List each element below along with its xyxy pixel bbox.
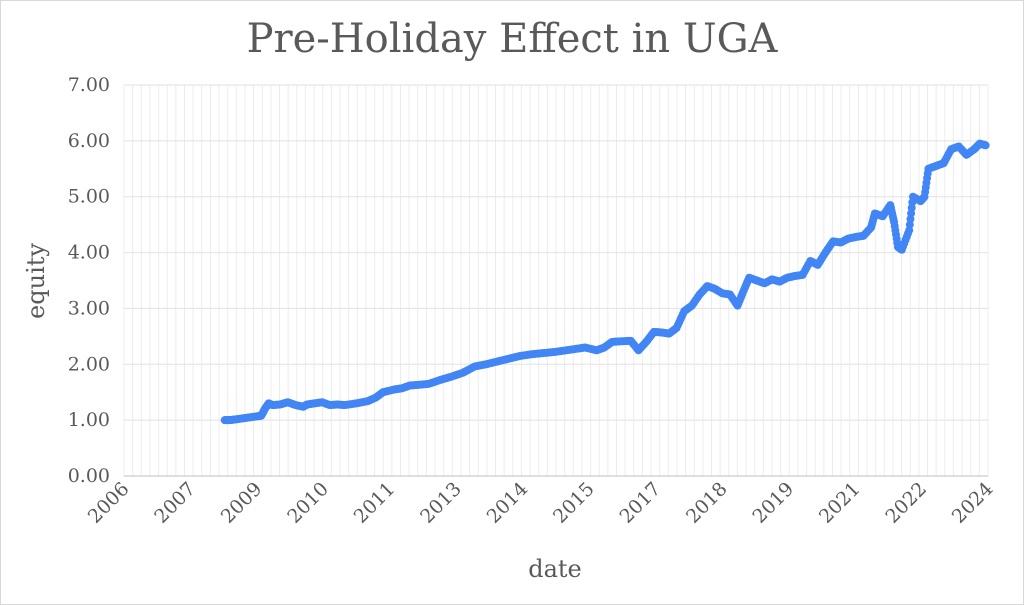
data-point <box>981 141 990 150</box>
x-tick-label: 2017 <box>615 478 665 528</box>
horizontal-gridlines <box>124 84 988 477</box>
data-points <box>220 139 990 425</box>
x-tick-label: 2010 <box>283 478 333 528</box>
x-tick-label: 2014 <box>483 478 533 528</box>
x-tick-label: 2011 <box>350 478 400 528</box>
y-tick-label: 5.00 <box>68 186 110 208</box>
x-axis-title: date <box>528 555 582 583</box>
x-tick-label: 2024 <box>948 478 998 528</box>
x-tick-label: 2009 <box>217 478 267 528</box>
x-tick-label: 2022 <box>881 478 931 528</box>
y-tick-label: 0.00 <box>68 465 110 487</box>
y-tick-label: 4.00 <box>68 242 110 264</box>
x-tick-label: 2015 <box>549 478 599 528</box>
y-tick-label: 7.00 <box>68 74 110 96</box>
vertical-gridlines <box>123 85 989 476</box>
chart-title: Pre-Holiday Effect in UGA <box>247 16 779 62</box>
x-tick-labels: 2006 2007 2009 2010 2011 2013 2014 2015 2017 2018… <box>84 478 998 528</box>
y-tick-label: 1.00 <box>68 409 110 431</box>
x-tick-label: 2007 <box>150 478 200 528</box>
x-tick-label: 2018 <box>682 478 732 528</box>
y-tick-label: 2.00 <box>68 353 110 375</box>
x-tick-label: 2013 <box>416 478 466 528</box>
y-axis-title: equity <box>22 243 50 319</box>
y-tick-label: 3.00 <box>68 297 110 319</box>
y-tick-labels: 0.00 1.00 2.00 3.00 4.00 5.00 6.00 7.00 <box>68 74 110 487</box>
y-tick-label: 6.00 <box>68 130 110 152</box>
x-tick-label: 2019 <box>748 478 798 528</box>
x-tick-label: 2021 <box>815 478 865 528</box>
